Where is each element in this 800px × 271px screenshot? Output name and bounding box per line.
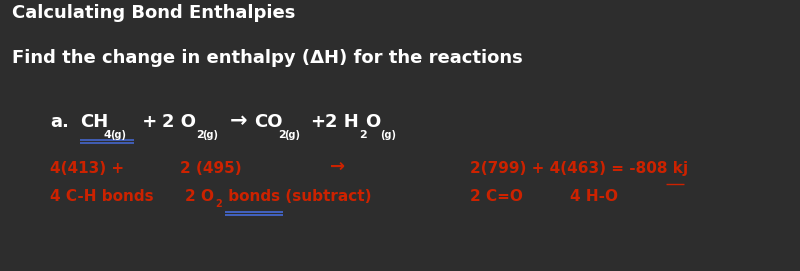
Text: 2 (495): 2 (495) — [180, 161, 242, 176]
Text: (g): (g) — [380, 130, 396, 140]
Text: Calculating Bond Enthalpies: Calculating Bond Enthalpies — [12, 4, 295, 22]
Text: Find the change in enthalpy (ΔH) for the reactions: Find the change in enthalpy (ΔH) for the… — [12, 49, 522, 67]
Text: a.: a. — [50, 112, 69, 131]
Text: (g): (g) — [110, 130, 126, 140]
Text: +: + — [136, 112, 163, 131]
Text: 2(799) + 4(463) = -808 kj: 2(799) + 4(463) = -808 kj — [470, 161, 688, 176]
Text: 4 H-O: 4 H-O — [570, 189, 618, 204]
Text: 4 C-H bonds: 4 C-H bonds — [50, 189, 154, 204]
Text: O: O — [365, 112, 380, 131]
Text: 4: 4 — [104, 130, 112, 140]
Text: 2: 2 — [196, 130, 204, 140]
Text: CO: CO — [254, 112, 282, 131]
Text: →: → — [330, 158, 345, 176]
Text: 2: 2 — [278, 130, 286, 140]
Text: CH: CH — [80, 112, 108, 131]
Text: 4(413) +: 4(413) + — [50, 161, 124, 176]
Text: 2 O: 2 O — [185, 189, 214, 204]
Text: 2 C=O: 2 C=O — [470, 189, 523, 204]
Text: 2: 2 — [359, 130, 366, 140]
Text: 2: 2 — [215, 199, 222, 209]
Text: 2 O: 2 O — [162, 112, 196, 131]
Text: →: → — [230, 111, 247, 131]
Text: 2 H: 2 H — [325, 112, 358, 131]
Text: bonds (subtract): bonds (subtract) — [223, 189, 371, 204]
Text: (g): (g) — [202, 130, 218, 140]
Text: +: + — [310, 112, 325, 131]
Text: (g): (g) — [284, 130, 300, 140]
